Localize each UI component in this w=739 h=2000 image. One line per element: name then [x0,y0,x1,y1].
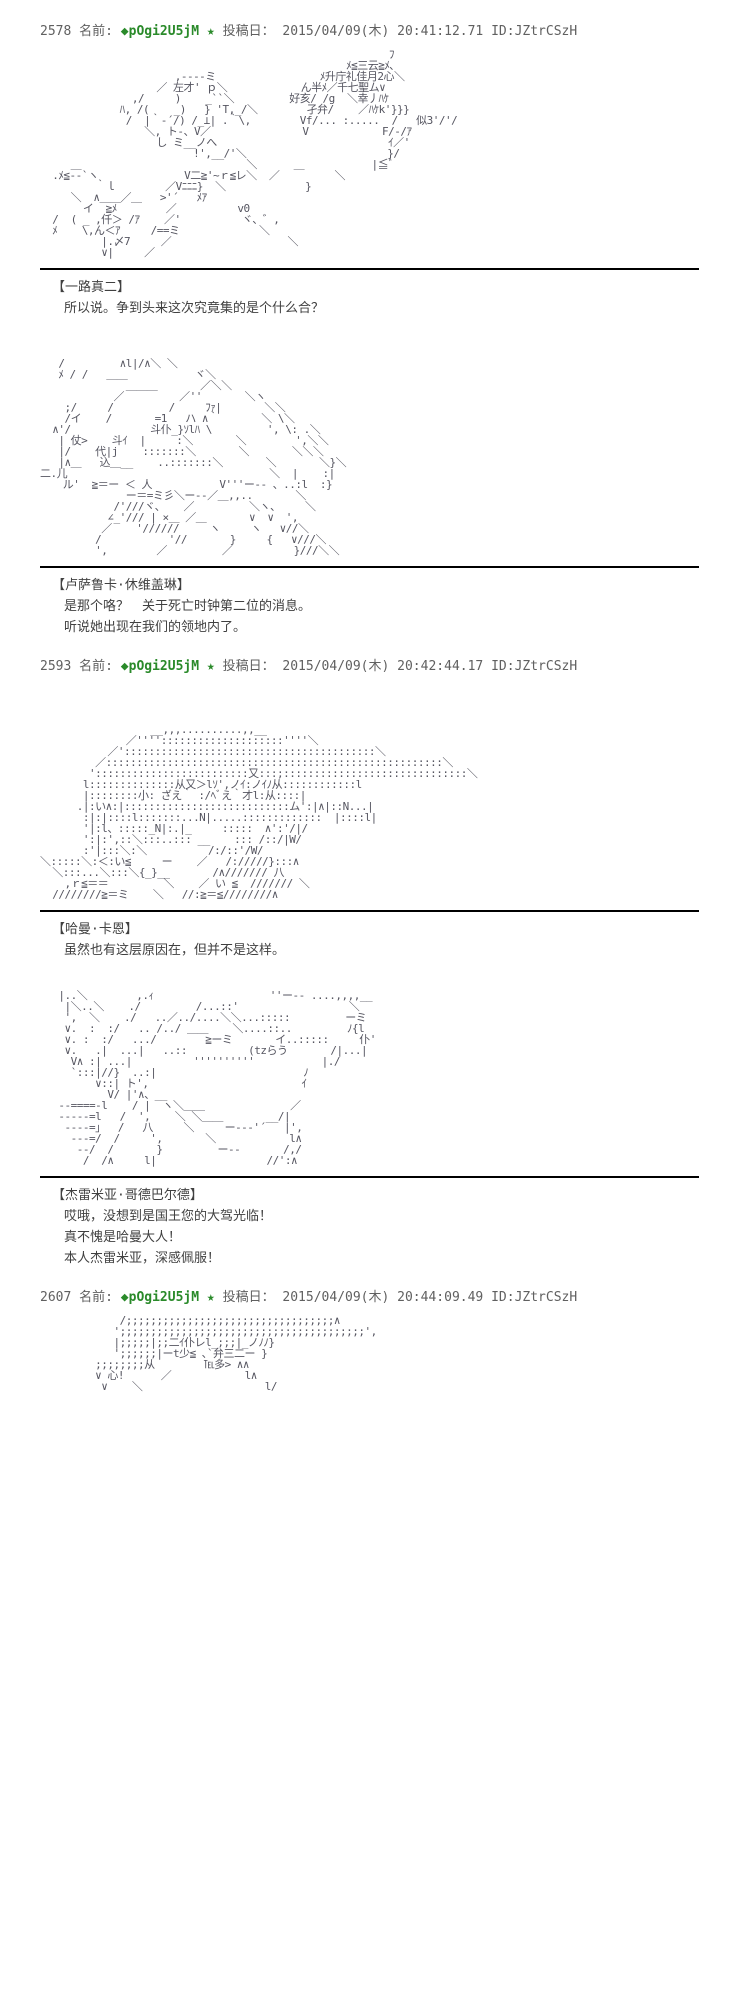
post-number: 2578 [40,24,71,39]
date-value: 2015/04/09(木) 20:44:09.49 [282,1290,483,1305]
name-label: 名前: [79,659,113,674]
star-icon: ★ [207,659,215,674]
id-value: JZtrCSzH [515,659,578,674]
ascii-art: ﾌ ﾒ≦三云≧ﾒ､ ,-‐‐-ミ ﾒ升庁礼佳月2心＼ ／ 左才' ｐ＼ ん半ﾒ／… [40,49,699,258]
dialogue-line: 哎哦，没想到是国王您的大驾光临！ [64,1205,699,1224]
post-header: 2593 名前: ◆pOgi2U5jM ★ 投稿日： 2015/04/09(木)… [40,655,699,674]
name-label: 名前: [79,24,113,39]
id-value: JZtrCSzH [515,24,578,39]
star-icon: ★ [207,24,215,39]
post-number: 2593 [40,659,71,674]
date-label: 投稿日： [223,24,275,39]
id-label: ID: [491,1290,514,1305]
tripcode[interactable]: ◆pOgi2U5jM [121,24,199,39]
speaker-name: 【哈曼·卡恩】 [52,918,699,937]
ascii-art: / ∧l|/∧＼ ＼ ﾒ / / ＿＿ ヾ＼ ＿＿＿ ／＼＼ ／ ／'' ＼ヽ … [40,358,699,556]
ascii-art: /;;;;;;;;;;;;;;;;;;;;;;;;;;;;;;;;;;∧ ';;… [40,1315,699,1392]
dialogue-line: 虽然也有这层原因在，但并不是这样。 [64,939,699,958]
post: 2593 名前: ◆pOgi2U5jM ★ 投稿日： 2015/04/09(木)… [40,655,699,1266]
tripcode[interactable]: ◆pOgi2U5jM [121,659,199,674]
name-label: 名前: [79,1290,113,1305]
ascii-art: |..＼ ,.ｨ ''ー-- ....,,,,__ |＼..＼ ./ /...:… [40,990,699,1166]
id-label: ID: [491,659,514,674]
date-value: 2015/04/09(木) 20:42:44.17 [282,659,483,674]
date-label: 投稿日： [223,659,275,674]
speaker-name: 【一路真二】 [52,276,699,295]
divider [40,268,699,270]
tripcode[interactable]: ◆pOgi2U5jM [121,1290,199,1305]
dialogue-line: 本人杰雷米亚，深感佩服！ [64,1247,699,1266]
ascii-art: __,,,..........,,__ ／'''':::::::::::::::… [40,724,699,900]
divider [40,910,699,912]
divider [40,566,699,568]
dialogue-line: 是那个咯？ 关于死亡时钟第二位的消息。 [64,595,699,614]
id-value: JZtrCSzH [515,1290,578,1305]
date-label: 投稿日： [223,1290,275,1305]
dialogue-line: 听说她出现在我们的领地内了。 [64,616,699,635]
dialogue-line: 所以说。争到头来这次究竟集的是个什么合？ [64,297,699,316]
post: 2578 名前: ◆pOgi2U5jM ★ 投稿日： 2015/04/09(木)… [40,20,699,635]
post: 2607 名前: ◆pOgi2U5jM ★ 投稿日： 2015/04/09(木)… [40,1286,699,1392]
dialogue-line: 真不愧是哈曼大人！ [64,1226,699,1245]
id-label: ID: [491,24,514,39]
star-icon: ★ [207,1290,215,1305]
date-value: 2015/04/09(木) 20:41:12.71 [282,24,483,39]
post-header: 2607 名前: ◆pOgi2U5jM ★ 投稿日： 2015/04/09(木)… [40,1286,699,1305]
divider [40,1176,699,1178]
post-number: 2607 [40,1290,71,1305]
speaker-name: 【卢萨鲁卡·休维盖琳】 [52,574,699,593]
post-header: 2578 名前: ◆pOgi2U5jM ★ 投稿日： 2015/04/09(木)… [40,20,699,39]
speaker-name: 【杰雷米亚·哥德巴尔德】 [52,1184,699,1203]
